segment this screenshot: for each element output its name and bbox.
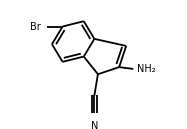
Text: N: N: [91, 121, 98, 129]
Text: NH₂: NH₂: [137, 64, 155, 74]
Text: Br: Br: [30, 22, 41, 31]
